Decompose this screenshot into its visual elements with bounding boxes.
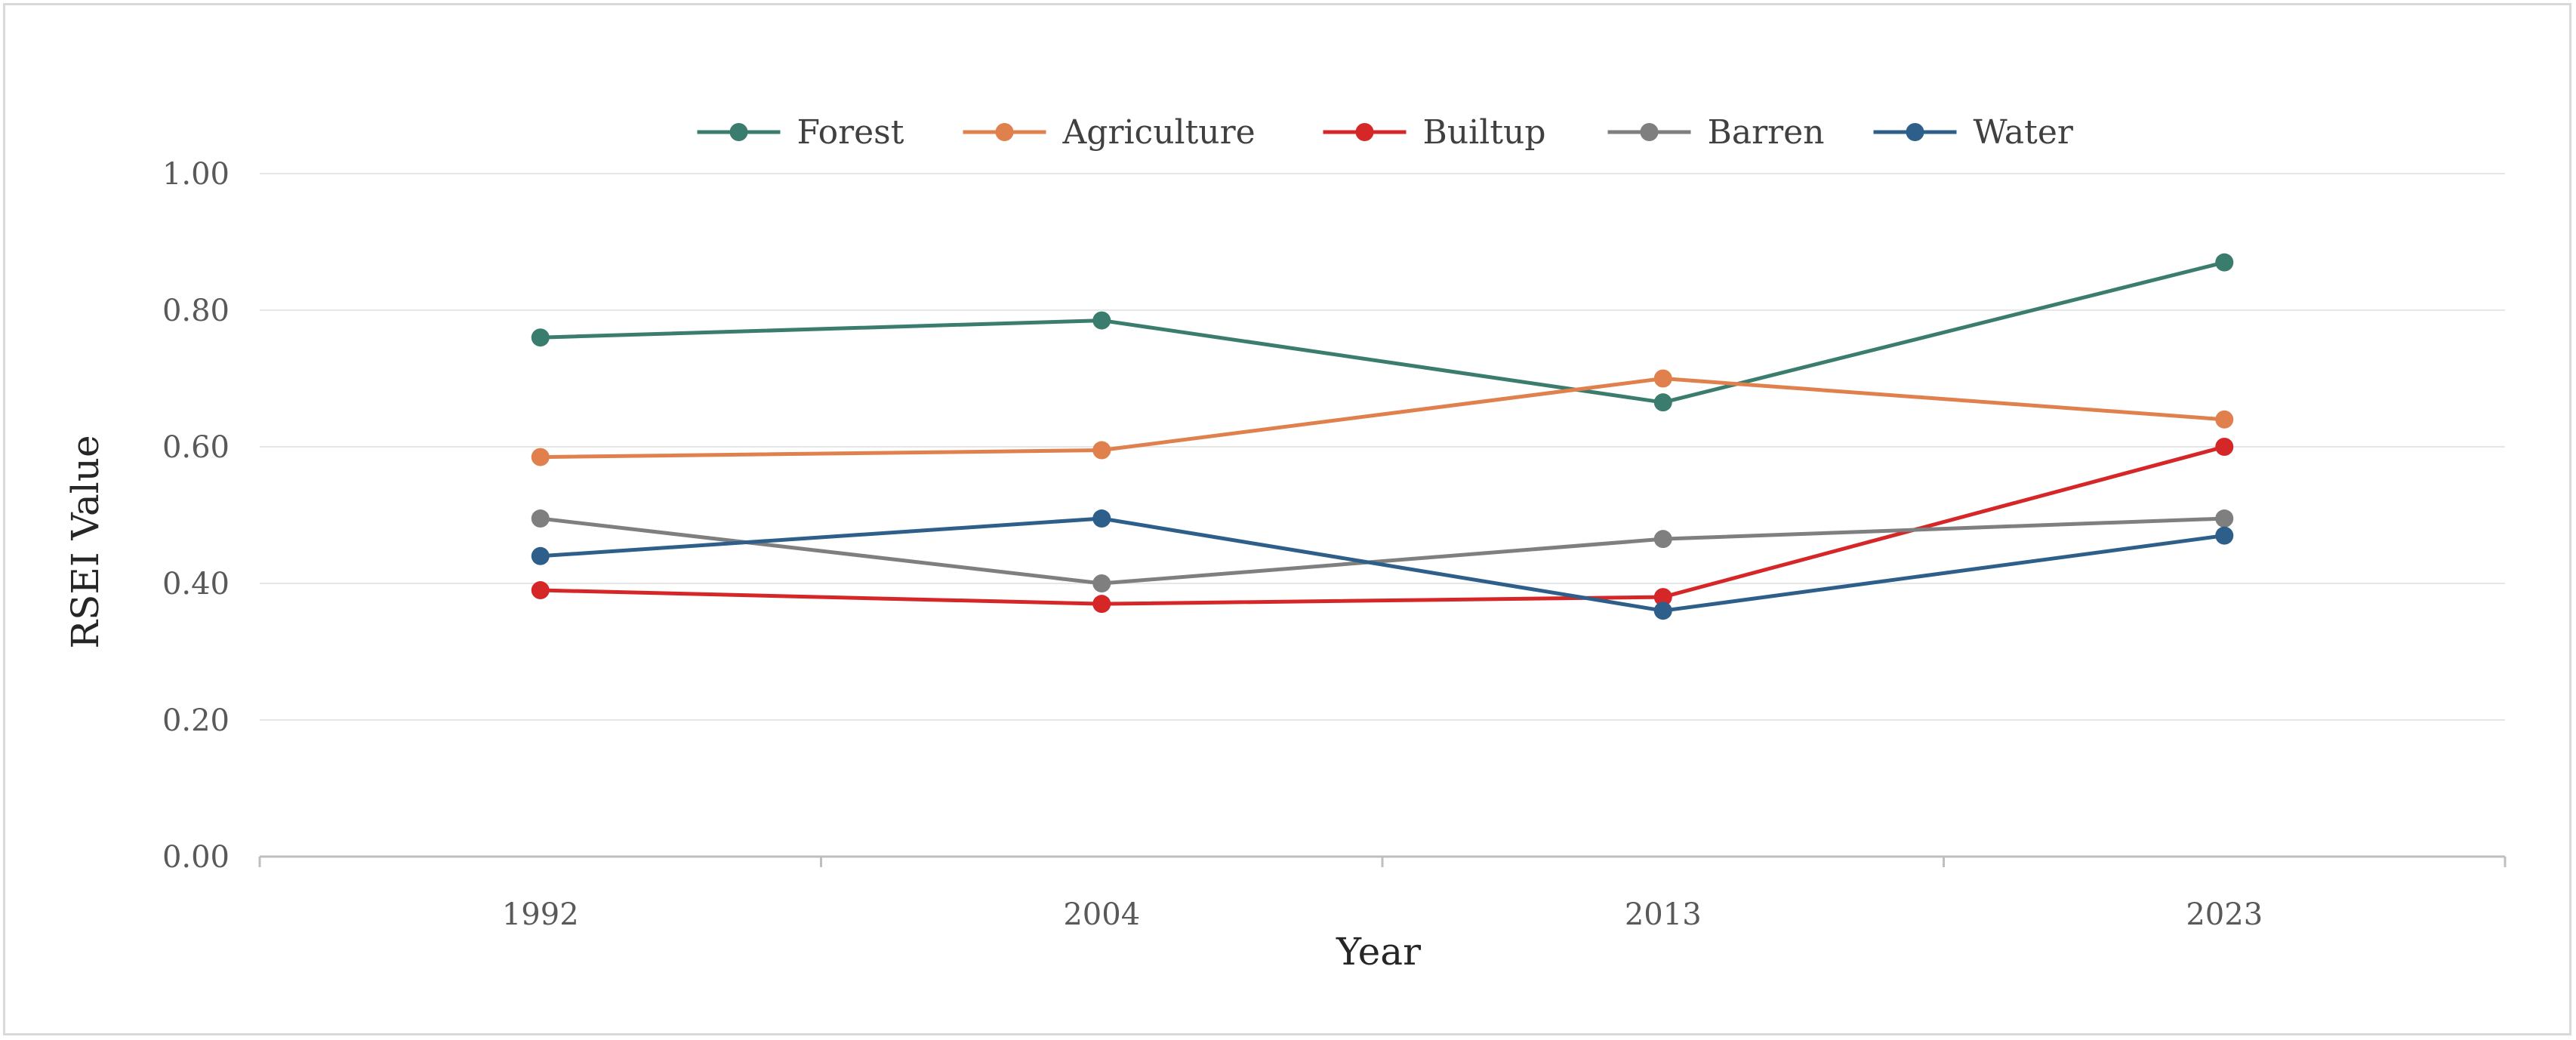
legend-label: Barren (1708, 113, 1825, 152)
series-line-agriculture (540, 377, 2225, 460)
legend-item-water: Water (1873, 113, 2074, 152)
data-point-agriculture (2215, 410, 2234, 429)
x-tick-label: 2023 (2186, 897, 2263, 932)
y-axis-ticks: 0.00 0.20 0.40 0.60 0.80 1.00 (162, 157, 230, 875)
data-point-builtup (531, 581, 550, 600)
y-tick-label: 0.40 (162, 567, 230, 602)
x-axis-title: Year (1336, 930, 1421, 974)
data-point-forest (531, 328, 550, 347)
x-tick-label: 2013 (1625, 897, 1702, 932)
legend-label: Forest (797, 113, 904, 152)
data-point-agriculture (1092, 441, 1111, 460)
data-point-forest (1092, 311, 1111, 330)
legend-label: Builtup (1423, 113, 1546, 152)
legend-item-agriculture: Agriculture (963, 113, 1256, 152)
data-point-forest (2215, 253, 2234, 272)
data-point-barren (1092, 574, 1111, 592)
data-point-water (1092, 509, 1111, 528)
data-point-water (2215, 526, 2234, 545)
series-line-forest (540, 260, 2225, 405)
legend-label: Water (1974, 113, 2074, 152)
legend-marker (729, 123, 748, 141)
data-point-builtup (2215, 438, 2234, 456)
y-tick-label: 1.00 (162, 157, 230, 192)
legend-marker (1355, 123, 1374, 141)
legend-marker (1640, 123, 1659, 141)
data-point-agriculture (531, 448, 550, 466)
data-point-water (531, 546, 550, 565)
chart-frame (3, 3, 2571, 1035)
x-axis: 1992 2004 2013 2023 (258, 857, 2507, 932)
data-point-barren (531, 509, 550, 528)
data-point-agriculture (1653, 369, 1672, 388)
data-point-water (1653, 602, 1672, 620)
legend-item-barren: Barren (1607, 113, 1825, 152)
legend-item-builtup: Builtup (1323, 113, 1546, 152)
y-tick-label: 0.00 (162, 840, 230, 875)
series-line-barren (540, 516, 2225, 586)
gridlines (260, 173, 2505, 858)
y-tick-label: 0.20 (162, 703, 230, 738)
series-lines (531, 253, 2234, 620)
y-tick-label: 0.60 (162, 430, 230, 465)
data-point-builtup (1092, 595, 1111, 614)
data-point-forest (1653, 393, 1672, 412)
legend-item-forest: Forest (697, 113, 904, 152)
series-line-water (540, 516, 2225, 613)
legend-marker (995, 123, 1014, 141)
x-tick-label: 1992 (502, 897, 579, 932)
legend-label: Agriculture (1062, 113, 1256, 152)
data-point-builtup (1653, 588, 1672, 607)
data-point-barren (1653, 530, 1672, 549)
x-tick-label: 2004 (1063, 897, 1140, 932)
data-point-barren (2215, 509, 2234, 528)
y-tick-label: 0.80 (162, 294, 230, 328)
legend: Forest Agriculture Builtup Barren Water (697, 113, 2074, 152)
legend-marker (1906, 123, 1924, 141)
series-line-builtup (540, 445, 2225, 606)
y-axis-title: RSEI Value (63, 435, 107, 648)
